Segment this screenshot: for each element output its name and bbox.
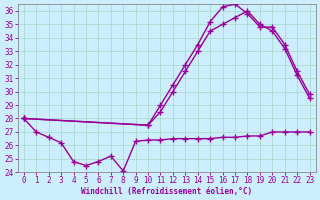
X-axis label: Windchill (Refroidissement éolien,°C): Windchill (Refroidissement éolien,°C) — [81, 187, 252, 196]
